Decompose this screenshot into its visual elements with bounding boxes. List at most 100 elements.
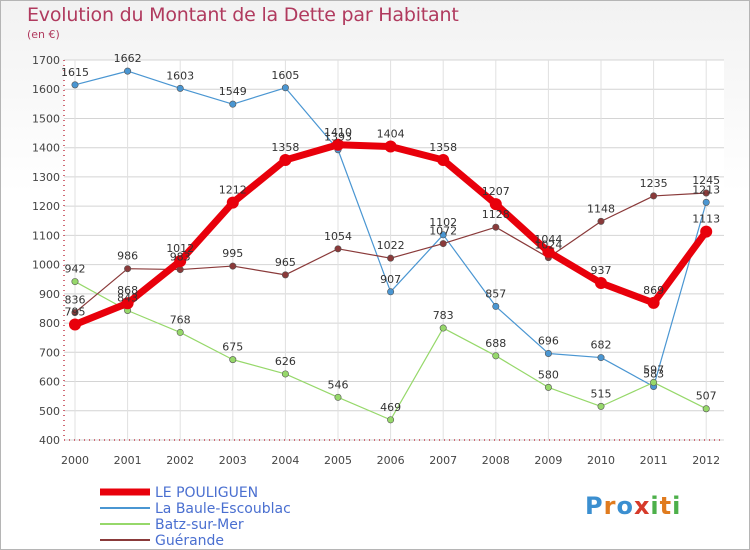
x-tick-label: 2010 xyxy=(587,454,615,467)
series-point xyxy=(176,84,184,92)
data-label: 795 xyxy=(65,306,86,319)
data-label: 597 xyxy=(643,363,664,376)
series-point xyxy=(702,405,710,413)
series-point xyxy=(702,198,710,206)
data-label: 1603 xyxy=(166,69,194,82)
y-tick-label: 400 xyxy=(39,434,60,447)
series-point xyxy=(69,318,81,331)
data-label: 942 xyxy=(65,263,86,276)
series-point xyxy=(281,84,289,92)
series-point xyxy=(544,383,552,391)
data-label: 1148 xyxy=(587,202,615,215)
y-tick-label: 600 xyxy=(39,376,60,389)
data-label: 1054 xyxy=(324,230,352,243)
y-tick-label: 700 xyxy=(39,346,60,359)
data-label: 626 xyxy=(275,355,296,368)
series-point xyxy=(124,265,132,273)
series-point xyxy=(492,223,500,231)
data-label: 507 xyxy=(696,390,717,403)
series-point xyxy=(229,100,237,108)
data-label: 1358 xyxy=(271,141,299,154)
series-point xyxy=(332,138,344,151)
y-tick-label: 800 xyxy=(39,317,60,330)
data-label: 688 xyxy=(485,337,506,350)
series-point xyxy=(437,153,450,166)
x-tick-label: 2000 xyxy=(61,454,89,467)
data-label: 1213 xyxy=(692,183,720,196)
data-label: 1024 xyxy=(534,239,562,252)
logo-letter: r xyxy=(603,492,617,520)
plot-area xyxy=(64,60,724,440)
data-label: 1393 xyxy=(324,131,352,144)
series-point xyxy=(702,189,710,197)
y-tick-label: 1300 xyxy=(32,171,60,184)
series-point xyxy=(597,217,605,225)
series-point xyxy=(544,349,552,357)
legend-label: LE POULIGUEN xyxy=(155,485,258,501)
series-point xyxy=(439,240,447,248)
series-point xyxy=(124,67,132,75)
data-label: 1358 xyxy=(429,141,457,154)
series-point xyxy=(384,140,397,153)
data-label: 696 xyxy=(538,334,559,347)
data-label: 965 xyxy=(275,256,296,269)
data-label: 986 xyxy=(117,250,138,263)
data-label: 1549 xyxy=(219,85,247,98)
logo-letter: x xyxy=(633,492,651,520)
legend-label: La Baule-Escoublac xyxy=(155,501,291,517)
chart-title: Evolution du Montant de la Dette par Hab… xyxy=(27,4,459,26)
data-label: 857 xyxy=(485,287,506,300)
series-point xyxy=(439,324,447,332)
y-tick-label: 1700 xyxy=(32,54,60,67)
series-point xyxy=(334,393,342,401)
series-point xyxy=(597,402,605,410)
x-tick-label: 2009 xyxy=(534,454,562,467)
data-label: 1128 xyxy=(482,208,510,221)
y-tick-label: 900 xyxy=(39,288,60,301)
data-label: 1044 xyxy=(534,233,562,246)
series-point xyxy=(700,225,713,238)
x-tick-label: 2007 xyxy=(429,454,457,467)
logo-letter: i xyxy=(672,492,682,520)
data-label: 1207 xyxy=(482,185,510,198)
data-label: 682 xyxy=(591,339,612,352)
data-label: 583 xyxy=(643,368,664,381)
series-point xyxy=(229,262,237,270)
data-label: 546 xyxy=(328,378,349,391)
data-label: 907 xyxy=(380,273,401,286)
series-point xyxy=(489,198,502,211)
series-point xyxy=(650,192,658,200)
series-point xyxy=(229,356,237,364)
data-label: 1072 xyxy=(429,225,457,238)
x-tick-label: 2004 xyxy=(271,454,299,467)
series-point xyxy=(542,245,555,258)
logo-letter: t xyxy=(659,492,673,520)
y-tick-label: 1600 xyxy=(32,83,60,96)
data-label: 1410 xyxy=(324,126,352,139)
data-label: 836 xyxy=(65,294,86,307)
series-point xyxy=(387,416,395,424)
series-point xyxy=(492,302,500,310)
data-label: 1212 xyxy=(219,184,247,197)
x-tick-label: 2003 xyxy=(219,454,247,467)
series-point xyxy=(281,271,289,279)
data-label: 995 xyxy=(222,247,243,260)
x-tick-label: 2002 xyxy=(166,454,194,467)
data-label: 675 xyxy=(222,341,243,354)
data-label: 1022 xyxy=(377,239,405,252)
series-point xyxy=(71,309,79,317)
series-point xyxy=(439,231,447,239)
data-label: 1113 xyxy=(692,213,720,226)
y-tick-label: 500 xyxy=(39,405,60,418)
series-point xyxy=(595,277,607,290)
data-label: 1615 xyxy=(61,66,89,79)
logo-letter: P xyxy=(585,492,604,520)
series-point xyxy=(281,370,289,378)
x-tick-label: 2012 xyxy=(692,454,720,467)
series-point xyxy=(121,297,134,310)
chart-subtitle: (en €) xyxy=(27,28,60,41)
data-label: 1662 xyxy=(114,52,142,65)
series-point xyxy=(174,255,187,268)
data-label: 1404 xyxy=(377,128,405,141)
series-point xyxy=(71,81,79,89)
